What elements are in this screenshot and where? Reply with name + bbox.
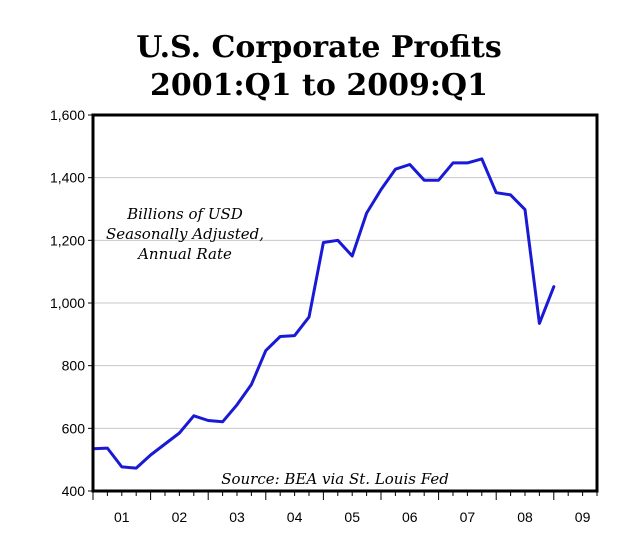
y-tick-label: 1,600 xyxy=(50,107,85,123)
x-tick-label: 03 xyxy=(229,509,245,525)
data-point xyxy=(279,335,282,338)
chart-title: U.S. Corporate Profits xyxy=(136,30,502,65)
y-axis: 400 600 800 1,000 1,200 1,400 1,600 xyxy=(50,107,93,499)
x-tick-label: 09 xyxy=(575,509,591,525)
series-line-corporate-profits xyxy=(91,157,556,470)
x-tick-label: 06 xyxy=(402,509,418,525)
data-point xyxy=(480,157,483,160)
data-point xyxy=(524,208,527,211)
source-note: Source: BEA via St. Louis Fed xyxy=(221,470,449,488)
y-tick-label: 1,000 xyxy=(50,295,85,311)
data-point xyxy=(120,465,123,468)
x-tick-label: 04 xyxy=(287,509,303,525)
x-tick-label: 07 xyxy=(460,509,476,525)
x-tick-label: 01 xyxy=(114,509,130,525)
data-point xyxy=(437,179,440,182)
data-point xyxy=(135,467,138,470)
y-tick-label: 1,400 xyxy=(50,170,85,186)
data-point xyxy=(495,191,498,194)
plot-frame xyxy=(91,113,599,493)
data-point xyxy=(336,239,339,242)
data-point xyxy=(308,316,311,319)
data-point xyxy=(466,161,469,164)
data-point xyxy=(423,179,426,182)
unit-annotation-line: Billions of USD xyxy=(126,205,243,223)
data-point xyxy=(452,161,455,164)
data-point xyxy=(365,212,368,215)
chart-subtitle: 2001:Q1 to 2009:Q1 xyxy=(150,68,488,103)
data-point xyxy=(207,419,210,422)
data-point xyxy=(322,241,325,244)
y-tick-label: 400 xyxy=(62,483,86,499)
unit-annotation-line: Seasonally Adjusted, xyxy=(106,225,264,243)
data-point xyxy=(380,188,383,191)
data-point xyxy=(538,322,541,325)
data-point xyxy=(509,193,512,196)
data-point xyxy=(106,447,109,450)
y-tick-label: 600 xyxy=(62,420,86,436)
data-point xyxy=(408,163,411,166)
data-point xyxy=(264,349,267,352)
data-point xyxy=(149,453,152,456)
unit-annotation-line: Annual Rate xyxy=(136,245,232,263)
data-point xyxy=(250,383,253,386)
x-tick-label: 02 xyxy=(172,509,188,525)
data-point xyxy=(351,255,354,258)
x-tick-label: 08 xyxy=(517,509,533,525)
data-point xyxy=(221,420,224,423)
y-tick-label: 800 xyxy=(62,358,86,374)
data-point xyxy=(178,432,181,435)
y-tick-label: 1,200 xyxy=(50,232,85,248)
data-point xyxy=(164,443,167,446)
data-point xyxy=(236,403,239,406)
grid-lines xyxy=(93,177,597,429)
unit-annotation: Billions of USD Seasonally Adjusted, Annua… xyxy=(106,205,264,263)
data-point xyxy=(192,414,195,417)
x-axis: 01 02 03 04 05 06 07 08 09 xyxy=(92,491,598,525)
data-point xyxy=(293,334,296,337)
x-tick-label: 05 xyxy=(344,509,360,525)
data-point xyxy=(552,285,555,288)
data-point xyxy=(394,168,397,171)
